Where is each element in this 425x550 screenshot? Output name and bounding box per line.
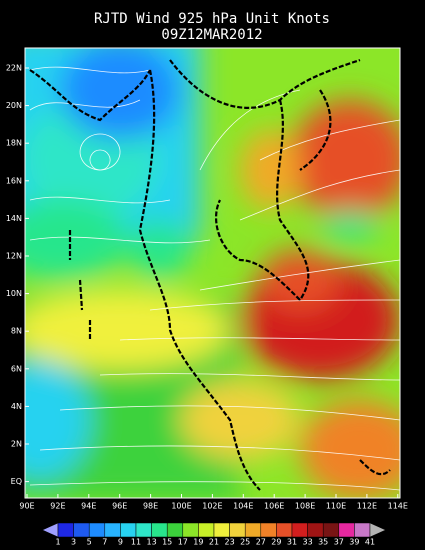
colorbar-box	[291, 522, 308, 538]
colorbar-label: 17	[178, 538, 188, 547]
colorbar-box	[229, 522, 246, 538]
lon-label: 108E	[295, 502, 315, 511]
lat-label: 12N	[6, 252, 22, 261]
lat-label: 4N	[11, 402, 22, 411]
colorbar-box	[198, 522, 215, 538]
colorbar-label: 1	[55, 538, 60, 547]
axis-labels: 22N 20N 18N 16N 14N 12N 10N 8N 6N 4N 2N EQ 90E 92E 94E…	[6, 64, 408, 511]
colorbar-arrow	[369, 522, 387, 538]
colorbar-label: 27	[256, 538, 266, 547]
colorbar-box	[322, 522, 340, 538]
colorbar-label: 33	[303, 538, 313, 547]
colorbar-box	[213, 522, 230, 538]
colorbar-label: 11	[131, 538, 141, 547]
lon-label: 104E	[233, 502, 253, 511]
colorbar-box	[182, 522, 199, 538]
lat-label: 6N	[11, 364, 22, 373]
colorbar-box	[104, 522, 121, 538]
colorbar-box	[244, 522, 262, 538]
lat-label: 2N	[11, 440, 22, 449]
colorbar-box	[73, 522, 90, 538]
subtitle: 09Z12MAR2012	[161, 27, 262, 43]
colorbar-box	[276, 522, 293, 538]
colorbar-label: 9	[118, 538, 123, 547]
colorbar-label: 5	[87, 538, 92, 547]
colorbar-label: 15	[162, 538, 172, 547]
lon-label: 98E	[143, 502, 158, 511]
colorbar-box	[307, 522, 324, 538]
streamlines	[29, 66, 400, 491]
colorbar-label: 31	[287, 538, 297, 547]
colorbar-label: 13	[147, 538, 157, 547]
colorbar-box	[120, 522, 137, 538]
lat-label: 22N	[6, 64, 22, 73]
colorbar-box	[151, 522, 168, 538]
colorbar-box	[166, 522, 184, 538]
colorbar-box	[57, 522, 74, 538]
colorbar-label: 35	[318, 538, 328, 547]
lon-label: 92E	[50, 502, 65, 511]
colorbar-label: 19	[193, 538, 203, 547]
colorbar-label: 3	[71, 538, 76, 547]
colorbar-box	[354, 522, 371, 538]
lat-label: 18N	[6, 139, 22, 148]
lat-label: 10N	[6, 289, 22, 298]
colorbar-arrow	[41, 522, 59, 538]
lat-label: 14N	[6, 214, 22, 223]
lon-label: 106E	[264, 502, 284, 511]
lon-label: 96E	[112, 502, 127, 511]
coastlines	[29, 58, 391, 491]
colorbar-box	[338, 522, 355, 538]
lon-label: 112E	[357, 502, 377, 511]
colorbar-box	[135, 522, 152, 538]
lat-label: 16N	[6, 176, 22, 185]
lat-label: 20N	[6, 101, 22, 110]
map-field	[25, 48, 400, 498]
lon-label: 114E	[388, 502, 408, 511]
colorbar-label: 21	[209, 538, 219, 547]
lat-label: 8N	[11, 327, 22, 336]
colorbar-label: 41	[365, 538, 375, 547]
colorbar-label: 29	[271, 538, 281, 547]
lon-label: 94E	[81, 502, 96, 511]
lat-label: EQ	[11, 477, 22, 486]
colorbar-label: 7	[102, 538, 107, 547]
colorbar-label: 25	[240, 538, 250, 547]
colorbar-label: 23	[225, 538, 235, 547]
lon-label: 110E	[326, 502, 346, 511]
colorbar-label: 39	[349, 538, 359, 547]
title: RJTD Wind 925 hPa Unit Knots	[94, 11, 330, 27]
lon-label: 102E	[202, 502, 222, 511]
colorbar-box	[88, 522, 106, 538]
lon-label: 90E	[19, 502, 34, 511]
colorbar-box	[260, 522, 277, 538]
colorbar-label: 37	[334, 538, 344, 547]
lon-label: 100E	[171, 502, 191, 511]
colorbar: 1 3 5 7 9 11 13 15 17 19 21 23 25 27 29 31 33 35 37 39 41	[41, 522, 387, 547]
